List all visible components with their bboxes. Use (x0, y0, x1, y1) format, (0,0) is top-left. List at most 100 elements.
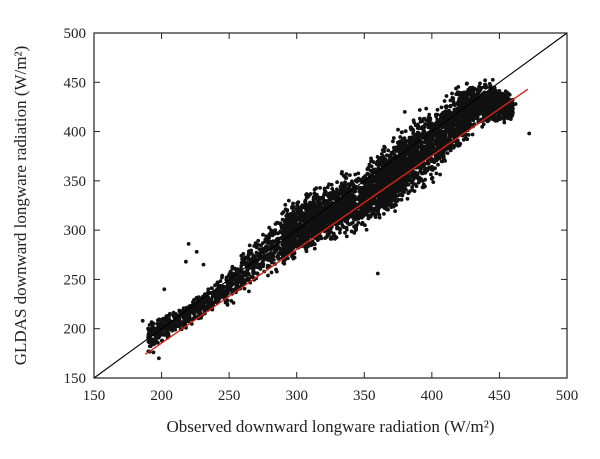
data-point (247, 276, 251, 281)
data-point (399, 197, 404, 202)
data-point (285, 228, 290, 233)
data-point (377, 159, 382, 164)
data-point (429, 172, 433, 177)
data-point (453, 109, 458, 114)
data-point (363, 223, 367, 228)
data-point (385, 203, 390, 208)
data-point (369, 188, 374, 193)
data-point (470, 115, 475, 120)
data-point (281, 227, 286, 232)
data-point (423, 140, 427, 145)
data-point (296, 232, 301, 236)
data-point (381, 184, 385, 189)
data-point (306, 244, 310, 249)
data-point (283, 207, 288, 212)
data-point (219, 287, 224, 292)
data-point (412, 148, 416, 153)
data-point (507, 92, 512, 97)
data-point (399, 142, 404, 146)
data-point (315, 229, 320, 234)
data-point (503, 106, 508, 111)
data-point (373, 215, 378, 220)
data-point (410, 135, 415, 140)
data-point (315, 225, 320, 230)
data-point (376, 210, 380, 215)
data-point (368, 168, 373, 173)
data-point (327, 195, 332, 200)
data-point (309, 243, 313, 248)
data-point (384, 153, 389, 158)
data-point (457, 107, 462, 112)
data-point (314, 206, 319, 210)
data-point (346, 205, 351, 210)
data-point (188, 311, 193, 315)
data-point (369, 159, 373, 164)
data-point (358, 198, 362, 203)
data-point (332, 207, 337, 211)
data-point (295, 201, 299, 206)
data-point (454, 86, 458, 91)
data-point (311, 200, 316, 204)
data-point (341, 225, 345, 229)
data-point (341, 210, 346, 215)
data-point (170, 328, 175, 333)
data-point (382, 144, 387, 149)
data-point (390, 174, 395, 178)
data-point (384, 179, 388, 184)
data-point (285, 212, 290, 217)
data-point (327, 198, 332, 202)
data-point (272, 258, 276, 262)
data-point (392, 187, 396, 191)
data-point (369, 201, 374, 206)
data-point (229, 280, 234, 285)
data-point (495, 99, 500, 104)
data-point (329, 207, 334, 212)
data-point (267, 225, 272, 230)
data-point (292, 255, 297, 260)
data-point (240, 257, 245, 261)
data-point (456, 90, 460, 94)
data-point (422, 149, 427, 154)
data-point (366, 216, 371, 221)
data-point (458, 130, 463, 135)
data-point (444, 94, 449, 98)
data-point (373, 175, 377, 179)
data-point (246, 272, 251, 277)
data-point (161, 317, 166, 322)
data-point (330, 193, 334, 198)
data-point (155, 322, 160, 326)
data-point (291, 246, 295, 251)
data-point (344, 227, 349, 232)
data-point (398, 135, 403, 139)
data-point (493, 90, 497, 94)
data-point (359, 193, 364, 198)
data-point (301, 218, 305, 223)
data-point (327, 182, 331, 187)
data-point (495, 116, 500, 120)
data-point (400, 130, 404, 135)
data-point (474, 104, 478, 109)
data-point (338, 230, 342, 235)
data-point (237, 273, 242, 278)
data-point (260, 241, 265, 246)
data-point (171, 314, 176, 319)
data-point (452, 133, 457, 137)
data-point (496, 111, 501, 116)
data-point (424, 106, 429, 111)
data-point (241, 273, 246, 277)
data-point (161, 321, 166, 325)
data-point (377, 204, 381, 209)
data-point (322, 217, 326, 222)
data-point (253, 254, 257, 259)
data-point (380, 202, 385, 207)
data-point (411, 175, 415, 180)
data-point (497, 93, 502, 98)
data-point (470, 132, 475, 137)
data-point (369, 156, 373, 161)
data-point (305, 195, 309, 200)
data-point (388, 153, 392, 158)
data-point (311, 206, 316, 211)
data-point (325, 210, 330, 215)
data-point (502, 120, 507, 125)
data-point (218, 279, 223, 283)
